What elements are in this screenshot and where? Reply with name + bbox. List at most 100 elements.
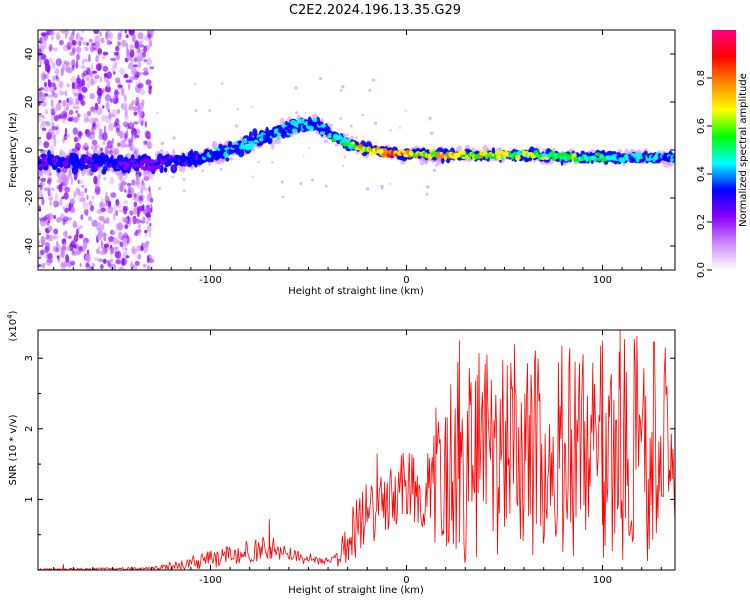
spectrogram-noise-point [116,40,120,47]
spectrogram-noise-point [144,140,147,145]
spectrogram-noise-point [79,263,82,267]
spectrogram-noise-point [102,242,105,251]
spectrogram-speck [236,108,239,111]
spectrogram-noise-point [47,178,52,186]
spectrogram-noise-point [79,246,83,252]
snr-y-tick-label: 2 [24,426,35,432]
spectrogram-noise-point [126,56,131,62]
spectrogram-noise-point [118,209,124,213]
spectrogram-noise-point [79,246,85,253]
spectrogram-ridge-point [85,154,90,161]
spectrogram-noise-point [55,75,58,80]
spectrogram-noise-point [102,88,105,94]
spectrogram-noise-point [59,81,63,88]
spectrogram-ridge-point [298,118,305,124]
spectrogram-noise-point [79,97,84,105]
spectrogram-noise-point [99,31,102,37]
spectrogram-noise-point [108,113,116,118]
spectrogram-noise-point [61,196,64,200]
spectrogram-noise-point [110,247,113,256]
spectrogram-noise-point [51,126,59,131]
spectrogram-noise-point [135,196,140,203]
spectrogram-speck [398,126,401,129]
spectrogram-noise-point [118,182,122,187]
spectrogram-noise-point [49,82,56,87]
spectrogram-noise-point [93,30,100,35]
spectrogram-noise-point [63,192,69,200]
spectrogram-noise-point [61,263,66,270]
spectrogram-noise-point [60,250,65,258]
spectrogram-noise-point [124,30,127,34]
spectrogram-noise-point [62,99,67,107]
colorbar-tick-label: 0.4 [696,166,707,182]
spectrogram-noise-point [114,51,120,56]
spectrogram-noise-point [122,177,126,182]
spectrogram-noise-point [132,106,138,112]
spectrogram-ridge-point [126,162,131,168]
spectrogram-noise-point [102,258,107,264]
spectrogram-noise-point [145,205,148,210]
snr-y-tick-label: 3 [24,355,35,361]
spectrogram-noise-point [101,55,106,60]
spectrogram-noise-point [69,167,72,177]
spectrogram-noise-point [75,32,81,41]
spectrogram-noise-point [91,139,98,146]
spectrogram-noise-point [47,252,53,260]
spectrogram-noise-point [56,217,62,224]
spectrogram-noise-point [71,39,77,46]
spectrogram-speck [343,155,347,158]
spectrogram-ridge-point [103,157,110,161]
spectrogram-noise-point [39,37,43,44]
spectrogram-noise-point [146,61,150,66]
spectrogram-noise-point [112,149,117,158]
spectrogram-noise-point [81,59,84,65]
spectrogram-noise-point [57,113,63,119]
spectrogram-noise-point [38,205,41,210]
spectrogram-noise-point [137,206,142,215]
spectrogram-noise-point [115,127,120,133]
spectrogram-noise-point [98,215,105,221]
snr-x-tick-label: 100 [593,575,612,586]
spectrogram-noise-point [95,63,102,71]
spectrogram-noise-point [76,53,80,61]
spectrogram-ridge-point [669,158,674,162]
spectrogram-noise-point [131,246,136,255]
spectrogram-noise-point [125,79,132,83]
spectrogram-noise-point [129,142,134,152]
spectrogram-noise-point [56,77,60,82]
spectrogram-noise-point [84,261,90,270]
spectrogram-noise-point [56,34,61,41]
spectrogram-noise-point [107,109,110,113]
spectrogram-ridge-point [179,161,185,167]
spectrogram-noise-point [134,98,140,105]
spectrogram-speck [310,178,314,182]
spectrogram-ridge-point [237,148,245,158]
spectrogram-noise-point [124,94,127,103]
spectrogram-noise-point [136,48,142,55]
spectrogram-speck [299,181,303,186]
spectrogram-noise-point [134,231,139,236]
spectrogram-noise-point [95,248,99,254]
spectrogram-noise-point [94,41,100,48]
spectrogram-noise-point [148,39,153,48]
spectrogram-speck [172,136,176,140]
spectrogram-noise-point [115,45,120,52]
spectrogram-noise-point [137,224,142,229]
spectrogram-ridge-point [275,138,282,144]
spectrogram-speck [281,195,285,199]
spectrogram-noise-point [97,97,101,103]
spectrogram-noise-point [115,223,119,231]
spectrogram-ridge-point [102,165,108,172]
figure-title: C2E2.2024.196.13.35.G29 [289,3,461,18]
spectrogram-noise-point [148,230,151,238]
spectrogram-speck [361,113,364,117]
spectrogram-noise-point [46,132,52,140]
spectrogram-y-tick-label: 40 [24,48,35,61]
colorbar-tick-label: 0.8 [696,70,707,86]
spectrogram-ridge-point [262,134,267,140]
spectrogram-noise-point [104,94,111,102]
spectrogram-speck [335,143,339,147]
spectrogram-noise-point [82,201,89,210]
spectrogram-noise-point [134,193,137,198]
spectrogram-noise-point [51,107,57,114]
